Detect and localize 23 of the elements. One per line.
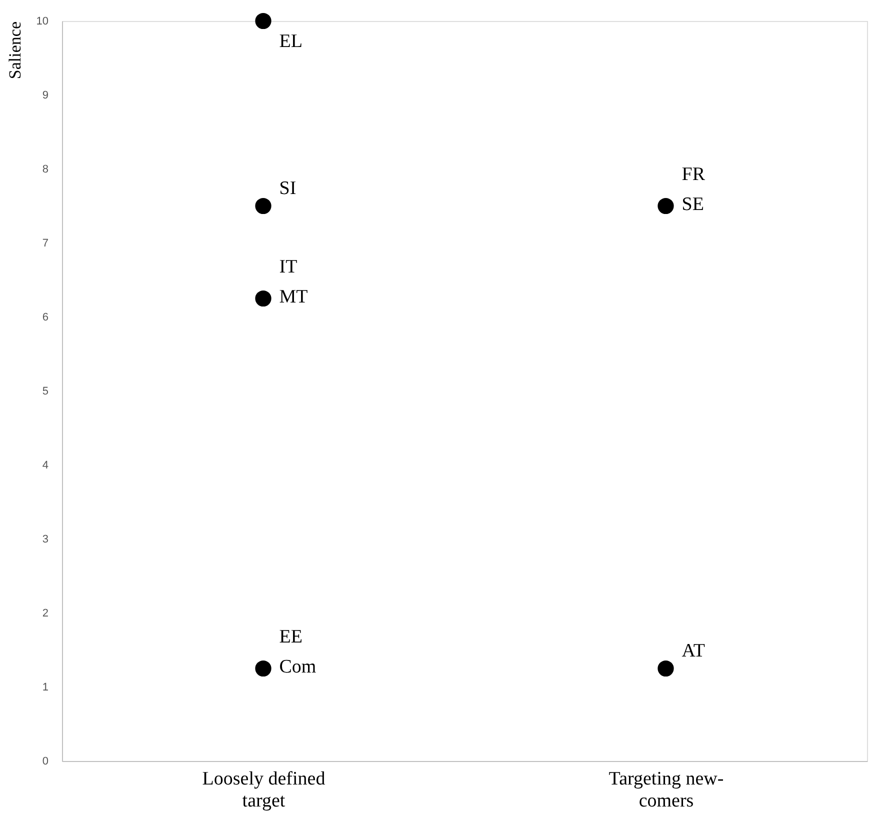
annotation: IT [279,256,298,278]
y-tick-label: 6 [42,312,48,324]
y-tick-label: 10 [36,16,48,28]
y-tick-label: 4 [42,460,48,472]
annotation: EL [279,31,302,52]
annotation: EE [279,626,302,648]
y-tick-label: 1 [42,682,48,694]
y-tick-label: 8 [42,164,48,176]
y-tick-label: 0 [42,756,48,768]
annotation: AT [682,640,706,662]
annotation: MT [279,286,308,308]
annotation: Com [279,656,316,678]
y-tick-label: 5 [42,386,48,398]
y-tick-label: 9 [42,90,48,102]
y-axis-title: Salience [5,22,24,80]
y-tick-label: 7 [42,238,48,250]
annotation: FR [682,164,706,185]
x-tick-label: Loosely defined target [202,768,326,812]
x-tick-label: Targeting new-comers [608,768,724,812]
annotation: SI [279,178,296,199]
y-tick-label: 3 [42,534,48,546]
y-tick-label: 2 [42,608,48,620]
annotation: SE [682,194,704,215]
